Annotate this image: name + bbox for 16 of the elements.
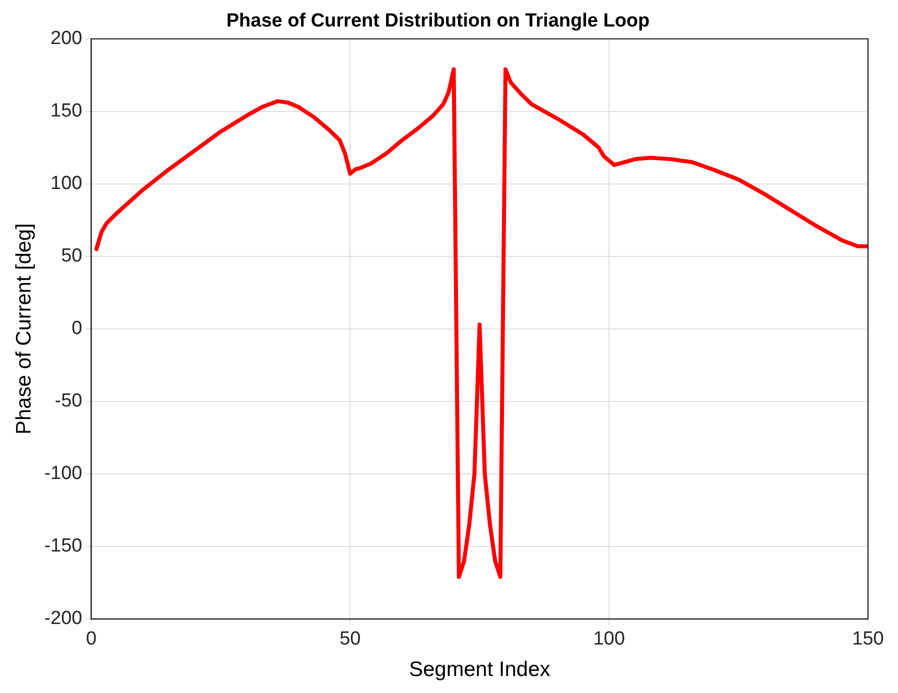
x-axis-title: Segment Index (408, 658, 551, 682)
y-tick-label: 100 (50, 173, 82, 194)
y-tick-label: 200 (50, 28, 82, 50)
y-tick-label: 150 (50, 100, 82, 122)
x-tick-label: 100 (593, 628, 625, 650)
y-tick-label: -50 (54, 390, 82, 412)
y-tick-label: -200 (44, 608, 82, 630)
y-tick-label: -150 (44, 536, 82, 557)
x-tick-label: 50 (340, 628, 361, 650)
chart-title: Phase of Current Distribution on Triangle Loop (226, 10, 650, 32)
y-tick-label: -100 (44, 463, 82, 484)
x-tick-label: 150 (852, 628, 884, 650)
y-tick-label: 50 (61, 246, 82, 267)
y-axis-title: Phase of Current [deg] (12, 223, 36, 435)
y-tick-label: 0 (72, 318, 82, 340)
x-tick-label: 0 (86, 628, 97, 650)
